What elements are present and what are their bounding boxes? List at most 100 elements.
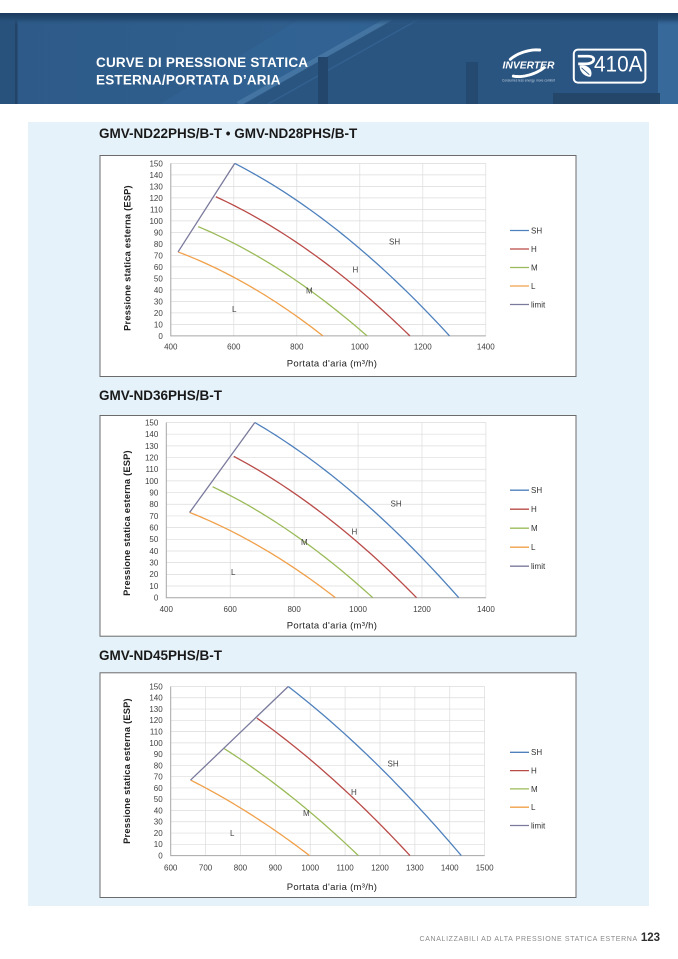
svg-text:50: 50 [154, 274, 163, 283]
svg-text:Portata d'aria (m³/h): Portata d'aria (m³/h) [287, 882, 377, 893]
svg-text:140: 140 [149, 694, 163, 703]
svg-text:100: 100 [149, 217, 163, 226]
svg-text:L: L [230, 829, 235, 838]
svg-text:20: 20 [154, 309, 163, 318]
svg-text:400: 400 [160, 605, 174, 614]
svg-text:140: 140 [149, 171, 163, 180]
svg-text:150: 150 [149, 682, 163, 691]
svg-text:SH: SH [531, 226, 542, 235]
svg-text:30: 30 [154, 297, 163, 306]
svg-text:H: H [531, 767, 537, 776]
svg-text:H: H [531, 505, 537, 514]
svg-text:800: 800 [287, 605, 301, 614]
svg-text:900: 900 [269, 863, 283, 872]
svg-text:1400: 1400 [441, 863, 459, 872]
svg-text:SH: SH [388, 760, 399, 769]
svg-text:1200: 1200 [371, 863, 389, 872]
svg-text:700: 700 [199, 863, 213, 872]
svg-text:Pressione statica esterna (ESP: Pressione statica esterna (ESP) [122, 698, 132, 844]
svg-text:120: 120 [149, 716, 163, 725]
svg-text:600: 600 [224, 605, 238, 614]
svg-text:40: 40 [149, 547, 158, 556]
svg-text:110: 110 [150, 728, 163, 737]
svg-text:80: 80 [149, 500, 158, 509]
svg-text:H: H [352, 528, 358, 537]
svg-text:40: 40 [154, 806, 163, 815]
svg-text:400: 400 [164, 342, 178, 351]
svg-text:600: 600 [164, 863, 178, 872]
svg-text:M: M [531, 785, 538, 794]
svg-text:Portata d'aria (m³/h): Portata d'aria (m³/h) [287, 359, 377, 370]
svg-text:30: 30 [154, 818, 163, 827]
svg-text:0: 0 [154, 594, 159, 603]
svg-text:70: 70 [154, 251, 163, 260]
svg-text:60: 60 [149, 524, 158, 533]
svg-text:70: 70 [154, 773, 163, 782]
svg-text:L: L [531, 803, 536, 812]
svg-text:1200: 1200 [413, 605, 431, 614]
svg-text:1100: 1100 [336, 863, 354, 872]
svg-text:1300: 1300 [406, 863, 424, 872]
svg-text:10: 10 [149, 582, 158, 591]
svg-text:ESTERNA/PORTATA D’ARIA: ESTERNA/PORTATA D’ARIA [96, 73, 281, 88]
svg-text:H: H [531, 245, 537, 254]
svg-text:1200: 1200 [414, 342, 432, 351]
svg-text:410A: 410A [594, 52, 643, 77]
svg-text:Consumes less energy, more com: Consumes less energy, more comfort [502, 78, 555, 82]
svg-text:SH: SH [391, 500, 402, 509]
svg-text:L: L [531, 543, 536, 552]
svg-text:120: 120 [145, 453, 159, 462]
svg-text:limit: limit [531, 562, 546, 571]
svg-text:110: 110 [146, 465, 159, 474]
svg-text:90: 90 [149, 488, 158, 497]
svg-text:20: 20 [149, 570, 158, 579]
svg-text:20: 20 [154, 829, 163, 838]
svg-text:80: 80 [154, 761, 163, 770]
svg-text:L: L [531, 282, 536, 291]
svg-text:limit: limit [531, 300, 546, 309]
svg-text:60: 60 [154, 784, 163, 793]
svg-text:110: 110 [150, 205, 163, 214]
svg-text:H: H [351, 788, 357, 797]
svg-text:90: 90 [154, 750, 163, 759]
svg-text:Portata d'aria (m³/h): Portata d'aria (m³/h) [287, 621, 377, 632]
svg-text:150: 150 [145, 418, 159, 427]
svg-text:130: 130 [149, 705, 163, 714]
svg-text:M: M [306, 287, 313, 296]
svg-text:1400: 1400 [477, 605, 495, 614]
svg-text:80: 80 [154, 240, 163, 249]
svg-text:1500: 1500 [476, 863, 494, 872]
svg-text:L: L [232, 305, 237, 314]
svg-text:0: 0 [158, 852, 163, 861]
svg-text:800: 800 [290, 342, 304, 351]
svg-text:H: H [353, 266, 359, 275]
svg-text:1000: 1000 [301, 863, 319, 872]
svg-text:60: 60 [154, 263, 163, 272]
svg-text:1000: 1000 [349, 605, 367, 614]
svg-text:30: 30 [149, 559, 158, 568]
svg-text:SH: SH [531, 486, 542, 495]
svg-text:INVERTER: INVERTER [503, 59, 555, 71]
svg-text:0: 0 [158, 332, 163, 341]
svg-text:130: 130 [145, 442, 159, 451]
svg-text:140: 140 [145, 430, 159, 439]
svg-text:SH: SH [531, 748, 542, 757]
svg-text:100: 100 [145, 477, 159, 486]
svg-text:1400: 1400 [477, 342, 495, 351]
svg-text:800: 800 [234, 863, 248, 872]
svg-text:50: 50 [149, 535, 158, 544]
svg-text:130: 130 [149, 182, 163, 191]
svg-text:40: 40 [154, 286, 163, 295]
svg-text:1000: 1000 [351, 342, 369, 351]
svg-text:600: 600 [227, 342, 241, 351]
svg-text:10: 10 [154, 840, 163, 849]
svg-text:limit: limit [531, 821, 546, 830]
svg-text:M: M [531, 524, 538, 533]
svg-text:120: 120 [149, 194, 163, 203]
svg-text:CURVE DI PRESSIONE STATICA: CURVE DI PRESSIONE STATICA [96, 55, 308, 70]
svg-text:150: 150 [149, 159, 163, 168]
svg-text:70: 70 [149, 512, 158, 521]
svg-text:M: M [303, 809, 310, 818]
svg-text:Pressione statica esterna (ESP: Pressione statica esterna (ESP) [122, 450, 132, 596]
svg-text:SH: SH [389, 238, 400, 247]
